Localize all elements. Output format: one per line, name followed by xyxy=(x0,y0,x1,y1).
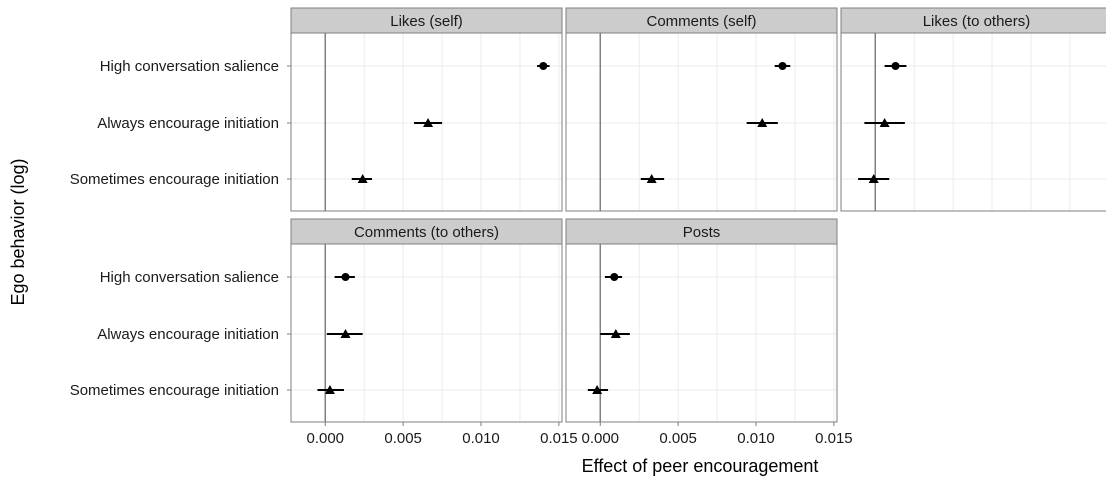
panel-border xyxy=(290,32,563,212)
panel-border xyxy=(290,243,563,423)
y-tick-label: Always encourage initiation xyxy=(97,326,279,343)
y-tick-label: Sometimes encourage initiation xyxy=(70,171,279,188)
data-point-circle xyxy=(341,273,350,281)
data-point-circle xyxy=(610,273,619,281)
data-point-triangle xyxy=(879,118,890,127)
x-tick-label: 0.015 xyxy=(815,430,853,447)
y-axis-title: Ego behavior (log) xyxy=(8,158,28,305)
panel-background xyxy=(566,33,837,211)
panel-border xyxy=(565,32,838,212)
strip-header xyxy=(290,218,563,245)
data-point-circle xyxy=(539,62,548,70)
data-point-triangle xyxy=(357,174,368,183)
strip-title: Likes (to others) xyxy=(923,13,1031,30)
y-tick-label: High conversation salience xyxy=(100,58,279,75)
strip-header xyxy=(565,7,838,34)
y-tick-label: Sometimes encourage initiation xyxy=(70,382,279,399)
strip-title: Comments (self) xyxy=(646,13,756,30)
x-tick-label: 0.010 xyxy=(737,430,775,447)
data-point-triangle xyxy=(757,118,768,127)
data-point-triangle xyxy=(592,385,603,394)
y-tick-label: High conversation salience xyxy=(100,269,279,286)
data-point-circle xyxy=(778,62,787,70)
strip-title: Likes (self) xyxy=(390,13,463,30)
facet-panel: Likes (to others) xyxy=(840,7,1106,212)
panel-border xyxy=(565,243,838,423)
data-point-triangle xyxy=(340,329,351,338)
facet-panel: Comments (self) xyxy=(565,7,838,212)
data-point-triangle xyxy=(646,174,657,183)
strip-header xyxy=(840,7,1106,34)
facet-panel: Likes (self) High conversation salience Al… xyxy=(70,7,563,212)
data-point-triangle xyxy=(423,118,434,127)
x-tick-label: 0.005 xyxy=(384,430,422,447)
x-tick-label: 0.015 xyxy=(540,430,578,447)
facet-panel: Posts 0.000 0.005 0.010 0.015 xyxy=(565,218,853,447)
data-point-triangle xyxy=(610,329,621,338)
strip-title: Comments (to others) xyxy=(354,224,499,241)
strip-header xyxy=(290,7,563,34)
data-point-circle xyxy=(891,62,900,70)
y-tick-label: Always encourage initiation xyxy=(97,115,279,132)
panel-border xyxy=(840,32,1106,212)
data-point-triangle xyxy=(324,385,335,394)
strip-title: Posts xyxy=(683,224,721,241)
x-tick-label: 0.010 xyxy=(462,430,500,447)
data-point-triangle xyxy=(868,174,879,183)
x-tick-label: 0.000 xyxy=(306,430,344,447)
panels: Likes (self) High conversation salience Al… xyxy=(70,7,1106,447)
x-tick-label: 0.005 xyxy=(659,430,697,447)
x-axis-title: Effect of peer encouragement xyxy=(582,456,819,476)
facet-panel: Comments (to others) High conversation sa… xyxy=(70,218,578,447)
x-tick-label: 0.000 xyxy=(581,430,619,447)
